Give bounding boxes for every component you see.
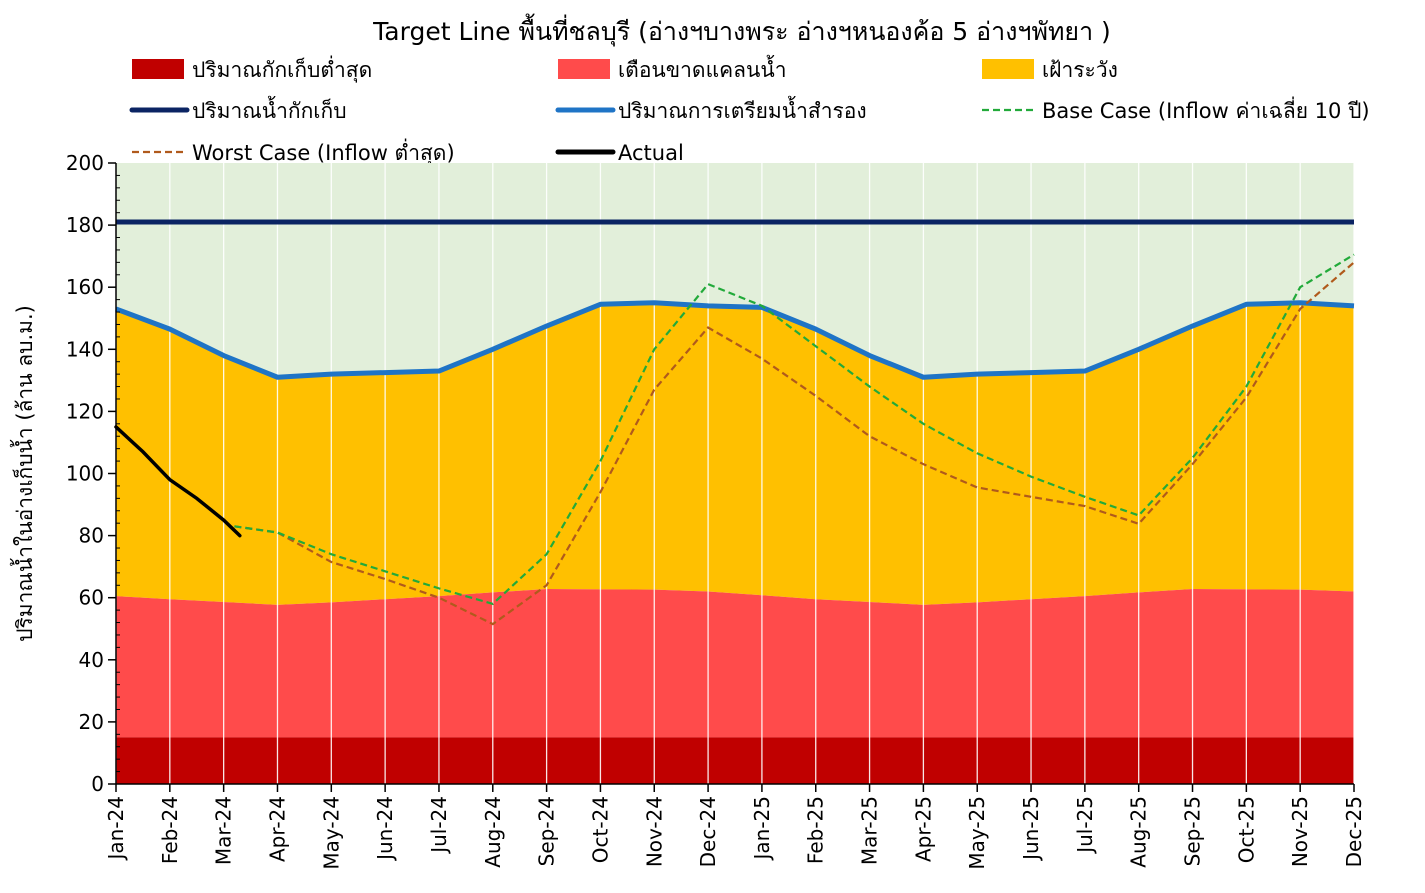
y-tick-label: 80 [79,524,104,548]
x-tick-label: Dec-24 [696,796,720,867]
legend-item-capacity: ปริมาณน้ำกักเก็บ [129,96,347,123]
area-min-storage [116,737,1354,784]
chart-title: Target Line พื้นที่ชลบุรี (อ่างฯบางพระ อ… [372,13,1111,47]
legend-label-shortage_warning: เตือนขาดแคลนน้ำ [618,55,787,82]
x-tick-label: May-25 [965,796,989,870]
x-tick-label: Sep-24 [535,796,559,866]
legend-item-reserve: ปริมาณการเตรียมน้ำสำรอง [555,96,867,123]
x-tick-label: Mar-25 [858,796,882,865]
legend-item-watch: เฝ้าระวัง [982,58,1118,82]
x-tick-label: Nov-25 [1288,796,1312,867]
x-tick-label: Apr-24 [265,796,289,862]
legend-swatch-shortage_warning [558,59,610,79]
legend-label-reserve: ปริมาณการเตรียมน้ำสำรอง [618,96,867,123]
legend-item-worst_case: Worst Case (Inflow ต่ำสุด) [132,138,455,166]
x-tick-label: Oct-24 [588,796,612,863]
y-tick-label: 40 [79,648,104,672]
legend-swatch-min_storage [132,59,184,79]
series-line-actual [114,425,242,538]
legend-item-shortage_warning: เตือนขาดแคลนน้ำ [558,55,787,82]
x-tick-label: Nov-24 [642,796,666,867]
y-tick-label: 120 [66,399,104,423]
y-tick-label: 0 [91,772,104,796]
x-tick-label: Feb-25 [804,796,828,864]
legend-label-capacity: ปริมาณน้ำกักเก็บ [192,96,347,123]
series-line-base-case [234,253,1355,606]
series-line-worst-case [234,261,1355,626]
legend-item-min_storage: ปริมาณกักเก็บต่ำสุด [132,55,372,83]
legend-item-actual: Actual [555,141,684,165]
legend-item-base_case: Base Case (Inflow ค่าเฉลี่ย 10 ปี) [982,96,1370,123]
legend-label-min_storage: ปริมาณกักเก็บต่ำสุด [192,55,372,83]
y-axis-title: ปริมาณน้ำในอ่างเก็บน้ำ (ล้าน ลบ.ม.) [10,305,37,642]
area-above-reserve [116,163,1354,378]
x-tick-label: Jul-24 [427,796,451,855]
legend-label-actual: Actual [618,141,684,165]
x-tick-label: Aug-24 [481,796,505,868]
x-tick-label: Mar-24 [212,796,236,865]
x-tick-label: Jun-24 [373,796,397,862]
x-tick-label: Sep-25 [1181,796,1205,866]
legend-label-worst_case: Worst Case (Inflow ต่ำสุด) [192,138,455,166]
legend-swatch-watch [982,59,1034,79]
x-tick-label: Jan-25 [750,796,774,862]
y-tick-label: 100 [66,462,104,486]
axes: 0 20 40 60 80 100 120 140 160 180 200 Jan-24 Feb-24 M… [66,151,1366,870]
y-tick-label: 200 [66,151,104,175]
legend-label-watch: เฝ้าระวัง [1042,58,1118,82]
x-tick-label: May-24 [319,796,343,870]
x-tick-label: Apr-25 [911,796,935,862]
x-tick-label: Jul-25 [1073,796,1097,855]
legend-label-base_case: Base Case (Inflow ค่าเฉลี่ย 10 ปี) [1042,96,1370,123]
plot-area [114,163,1355,784]
y-tick-label: 160 [66,275,104,299]
x-tick-label: Jan-24 [104,796,128,862]
x-tick-label: Aug-25 [1127,796,1151,868]
x-tick-label: Dec-25 [1342,796,1366,867]
y-tick-label: 20 [79,710,104,734]
series-line-reserve [115,300,1355,380]
x-tick-label: Jun-25 [1019,796,1043,862]
y-tick-label: 60 [79,586,104,610]
area-watch [116,302,1354,605]
area-shortage-warning [116,589,1354,738]
y-tick-label: 140 [66,337,104,361]
legend: ปริมาณกักเก็บต่ำสุด เตือนขาดแคลนน้ำ เฝ้าระ… [129,55,1370,166]
x-tick-label: Oct-25 [1234,796,1258,863]
y-tick-label: 180 [66,213,104,237]
x-tick-label: Feb-24 [158,796,182,864]
